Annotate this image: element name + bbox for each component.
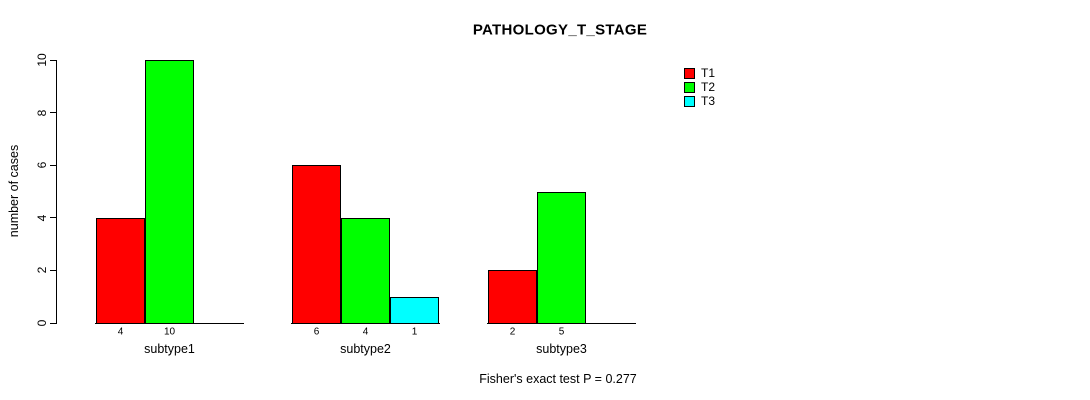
legend-swatch-t3 — [684, 95, 695, 107]
bar-value-label: 6 — [313, 326, 320, 338]
bar-t1-subtype1 — [96, 217, 145, 324]
category-label-subtype2: subtype2 — [340, 342, 391, 356]
fisher-test-annotation: Fisher's exact test P = 0.277 — [479, 372, 637, 386]
legend-swatch-t2 — [684, 81, 695, 93]
bar-t1-subtype2 — [292, 165, 341, 324]
category-label-subtype1: subtype1 — [144, 342, 195, 356]
y-axis-tick-label: 4 — [35, 214, 49, 222]
y-axis-tick-label: 6 — [35, 161, 49, 169]
bar-value-label: 10 — [163, 326, 176, 338]
legend: T1 T2 T3 — [684, 66, 715, 108]
y-axis-tick-label: 10 — [35, 53, 49, 67]
bar-t3-subtype2 — [390, 296, 439, 324]
category-label-subtype3: subtype3 — [536, 342, 587, 356]
bar-value-label: 1 — [411, 326, 418, 338]
y-axis-tick — [50, 322, 56, 324]
chart-title: PATHOLOGY_T_STAGE — [472, 21, 648, 39]
y-axis-tick — [50, 59, 56, 61]
bar-t2-subtype2 — [341, 217, 390, 324]
y-axis-tick — [50, 164, 56, 166]
y-axis-tick — [50, 217, 56, 219]
legend-item-t1: T1 — [684, 66, 715, 80]
legend-label: T1 — [701, 66, 716, 80]
bar-value-label: 2 — [509, 326, 516, 338]
y-axis-line — [56, 60, 57, 324]
y-axis-tick-label: 2 — [35, 267, 49, 274]
bar-value-label: 4 — [117, 326, 124, 338]
legend-label: T3 — [701, 94, 716, 108]
legend-swatch-t1 — [684, 67, 695, 79]
bar-t1-subtype3 — [488, 270, 537, 324]
legend-label: T2 — [701, 80, 716, 94]
y-axis-tick-label: 8 — [35, 109, 49, 116]
y-axis-tick-label: 0 — [35, 319, 49, 327]
bar-t2-subtype3 — [537, 191, 586, 324]
bar-value-label: 4 — [362, 326, 369, 338]
y-axis-tick — [50, 112, 56, 114]
bar-t2-subtype1 — [145, 60, 194, 324]
legend-item-t2: T2 — [684, 80, 715, 94]
y-axis-tick — [50, 269, 56, 271]
legend-item-t3: T3 — [684, 94, 715, 108]
bar-value-label: 5 — [558, 326, 565, 338]
